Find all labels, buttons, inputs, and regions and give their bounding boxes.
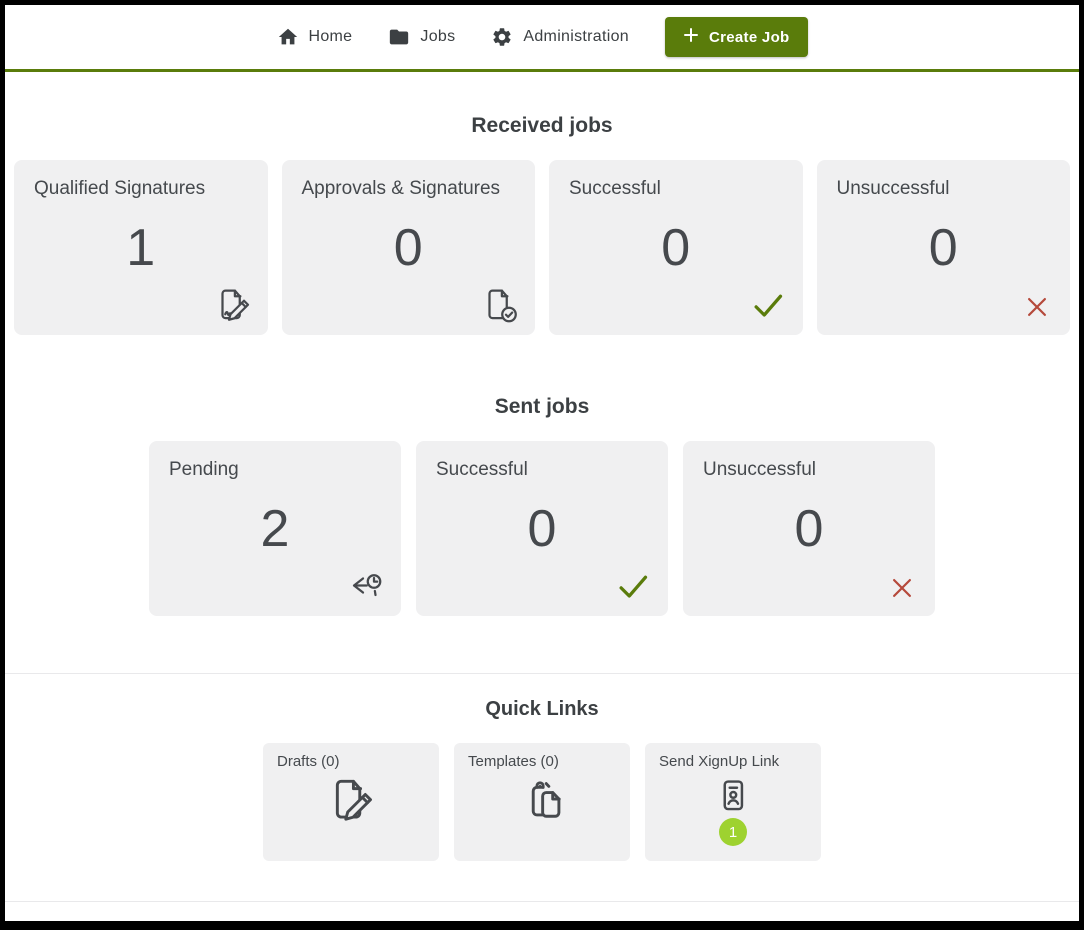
sent-jobs-row: Pending 2 Successful 0 Unsuccessful 0 (5, 441, 1079, 616)
sent-jobs-title: Sent jobs (494, 395, 590, 418)
top-nav: Home Jobs Administration Create Job (5, 5, 1079, 69)
stat-count: 0 (527, 500, 557, 558)
card-approvals-signatures[interactable]: Approvals & Signatures 0 (281, 160, 535, 335)
x-icon (884, 570, 920, 606)
nav-item-administration[interactable]: Administration (491, 26, 629, 48)
nav-underline (5, 69, 1079, 72)
contact-card-icon (711, 774, 755, 818)
plus-icon (683, 27, 699, 47)
quick-label: Drafts (0) (277, 753, 340, 770)
create-job-button[interactable]: Create Job (664, 17, 808, 57)
check-icon (748, 285, 788, 325)
card-received-unsuccessful[interactable]: Unsuccessful 0 (816, 160, 1070, 335)
document-pencil-icon (325, 774, 377, 826)
footer-divider (5, 901, 1079, 902)
card-sent-unsuccessful[interactable]: Unsuccessful 0 (683, 441, 935, 616)
stat-label: Qualified Signatures (34, 178, 206, 199)
gear-icon (491, 26, 513, 48)
x-icon (1019, 289, 1055, 325)
notification-badge: 1 (719, 818, 747, 846)
quick-card-send-xignup-link[interactable]: Send XignUp Link 1 (645, 743, 821, 861)
stat-label: Pending (169, 459, 239, 480)
section-divider (5, 673, 1079, 674)
stat-count: 2 (260, 500, 290, 558)
create-job-label: Create Job (708, 28, 790, 46)
quick-label: Send XignUp Link (659, 753, 780, 770)
nav-item-label: Home (308, 28, 353, 45)
nav-item-jobs[interactable]: Jobs (388, 26, 455, 48)
card-received-successful[interactable]: Successful 0 (549, 160, 803, 335)
document-signature-icon (213, 285, 253, 325)
quick-card-templates[interactable]: Templates (0) (454, 743, 630, 861)
check-icon (613, 566, 653, 606)
folder-icon (388, 26, 410, 48)
stat-count: 0 (794, 500, 824, 558)
nav-item-home[interactable]: Home (277, 26, 353, 48)
quick-links-row: Drafts (0) Templates (0) Send XignUp Lin (5, 743, 1079, 861)
stat-label: Approvals & Signatures (301, 178, 501, 199)
document-approved-icon (480, 285, 520, 325)
received-jobs-title: Received jobs (471, 114, 613, 137)
stat-count: 0 (661, 219, 691, 277)
nav-item-label: Administration (523, 28, 629, 45)
quick-links-title: Quick Links (485, 698, 599, 720)
stat-count: 0 (928, 219, 958, 277)
templates-copy-icon (516, 774, 568, 826)
card-sent-successful[interactable]: Successful 0 (416, 441, 668, 616)
stat-count: 0 (393, 219, 423, 277)
quick-label: Templates (0) (468, 753, 559, 770)
stat-label: Successful (569, 178, 661, 199)
card-qualified-signatures[interactable]: Qualified Signatures 1 (14, 160, 268, 335)
home-icon (277, 26, 299, 48)
stat-label: Unsuccessful (703, 459, 816, 480)
stat-label: Unsuccessful (836, 178, 950, 199)
quick-card-drafts[interactable]: Drafts (0) (263, 743, 439, 861)
pending-history-clock-icon (346, 566, 386, 606)
stat-count: 1 (126, 219, 156, 277)
nav-item-label: Jobs (420, 28, 456, 45)
stat-label: Successful (436, 459, 528, 480)
received-jobs-row: Qualified Signatures 1 Approvals & Signa… (5, 160, 1079, 335)
card-pending[interactable]: Pending 2 (149, 441, 401, 616)
